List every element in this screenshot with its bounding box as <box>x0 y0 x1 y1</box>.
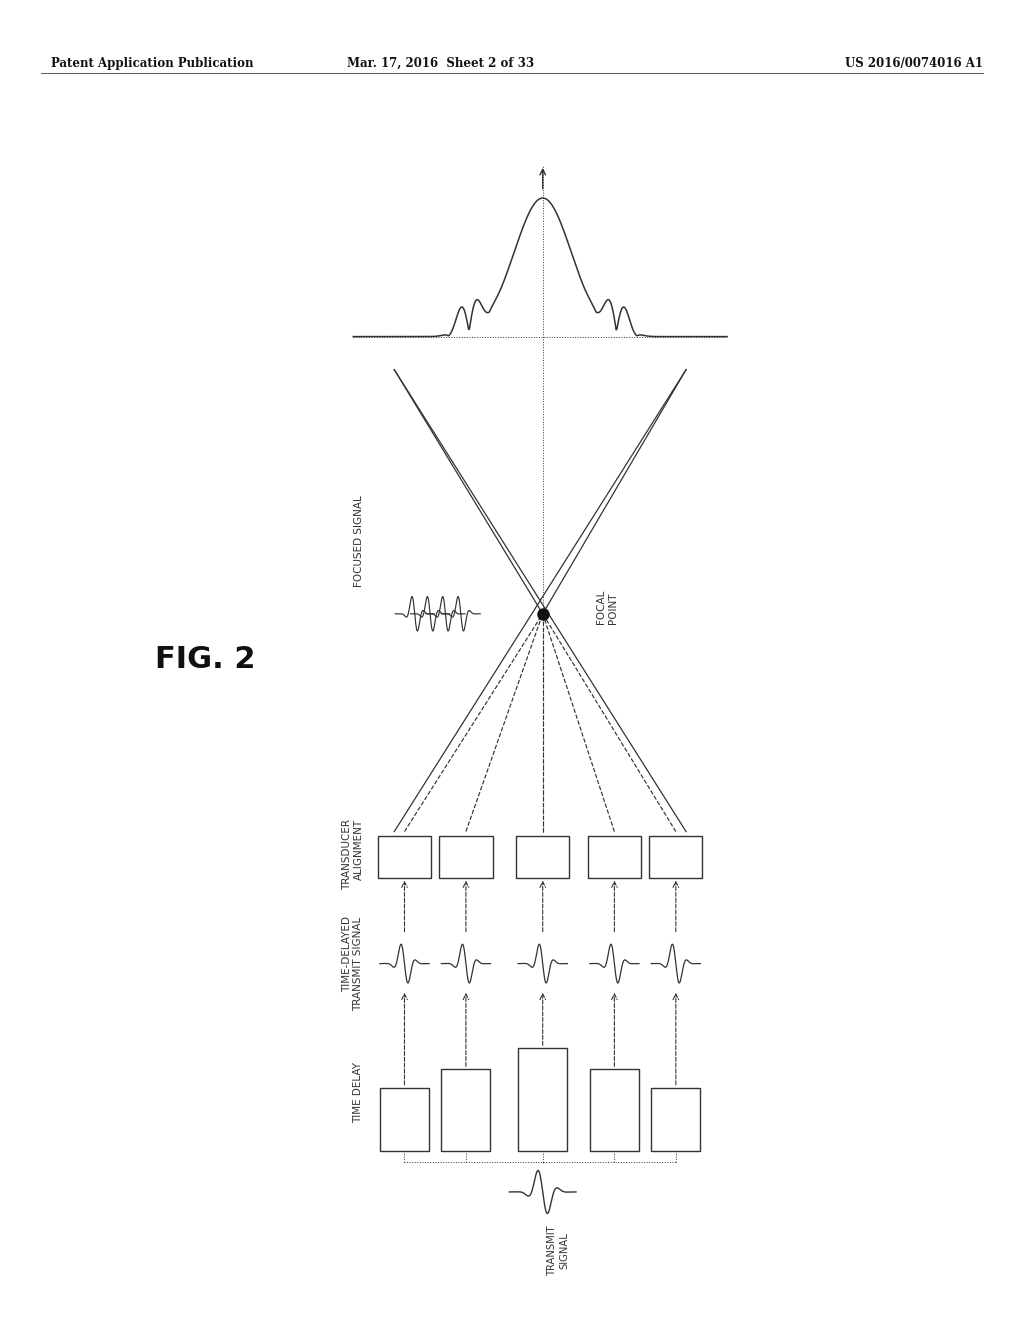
Text: TRANSDUCER
ALIGNMENT: TRANSDUCER ALIGNMENT <box>342 820 364 890</box>
Bar <box>378 836 431 878</box>
Text: US 2016/0074016 A1: US 2016/0074016 A1 <box>845 57 983 70</box>
Text: Mar. 17, 2016  Sheet 2 of 33: Mar. 17, 2016 Sheet 2 of 33 <box>347 57 534 70</box>
Bar <box>439 836 493 878</box>
Bar <box>518 1048 567 1151</box>
Text: FOCAL
POINT: FOCAL POINT <box>596 590 617 624</box>
Bar <box>588 836 641 878</box>
Text: TIME-DELAYED
TRANSMIT SIGNAL: TIME-DELAYED TRANSMIT SIGNAL <box>342 916 364 1011</box>
Text: Patent Application Publication: Patent Application Publication <box>51 57 254 70</box>
Text: TRANSMIT
SIGNAL: TRANSMIT SIGNAL <box>547 1225 569 1275</box>
Text: FOCUSED SIGNAL: FOCUSED SIGNAL <box>353 495 364 587</box>
Bar <box>380 1088 429 1151</box>
Bar <box>649 836 702 878</box>
Bar <box>651 1088 700 1151</box>
Bar <box>590 1069 639 1151</box>
Text: FIG. 2: FIG. 2 <box>155 645 255 675</box>
Text: TIME DELAY: TIME DELAY <box>353 1063 364 1123</box>
Bar <box>441 1069 490 1151</box>
Bar <box>516 836 569 878</box>
